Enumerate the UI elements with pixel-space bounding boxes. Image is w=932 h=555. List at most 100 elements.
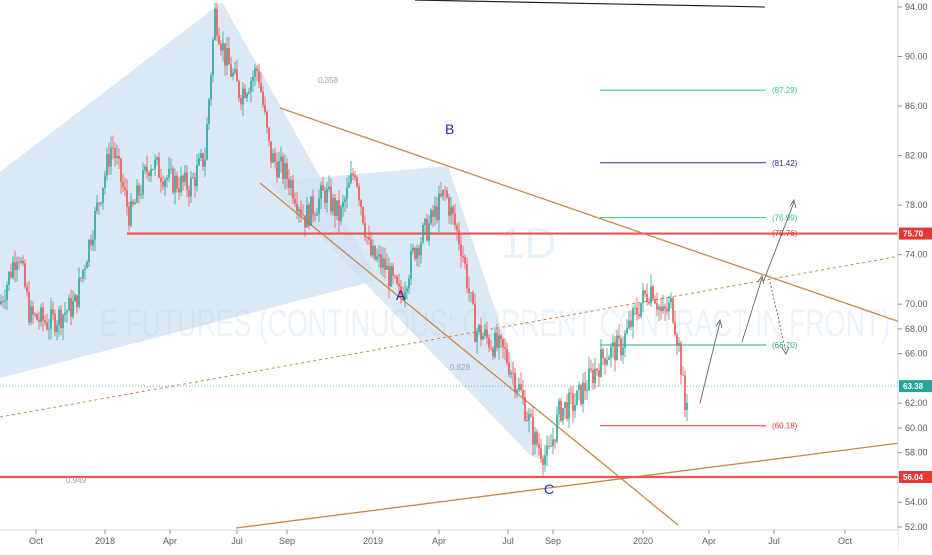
candle-body [502,339,504,348]
x-tick-label: Oct [838,536,853,546]
y-tick-label: 74.00 [905,250,928,260]
candle-body [42,307,44,321]
x-tick-label: Jul [502,536,514,546]
candle-body [442,189,444,197]
candle-body [390,266,392,287]
y-tick-label: 94.00 [905,2,928,12]
candle-body [432,210,434,218]
candle-body [402,295,404,300]
lower-channel-line [259,182,679,526]
candle-body [98,202,100,204]
price-tag-label: 56.04 [903,473,924,482]
candle-body [490,347,492,349]
candle-body [658,306,660,310]
price-axis-background [898,0,932,550]
candle-body [26,286,28,293]
time-axis-background [0,530,898,550]
candle-body [606,359,608,365]
candle-body [636,307,638,315]
price-axis[interactable]: 94.00 90.00 86.00 82.00 78.00 74.00 70.00 68.00… [898,2,928,532]
time-axis[interactable]: Oct 2018 Apr Jul Sep 2019 Apr Jul Sep 2020 Apr Jul O… [29,530,853,546]
trend-channels [0,107,901,529]
y-tick-label: 82.00 [905,151,928,161]
candle-body [82,269,84,279]
y-tick-label: 60.00 [905,423,928,433]
candle-body [34,313,36,315]
candle-body [140,194,142,196]
upper-channel-line [279,107,901,323]
candle-body [172,168,174,193]
harmonic-pattern-shading [0,2,545,462]
candle-body [684,375,686,410]
candle-body [398,283,400,287]
candle-body [120,158,122,182]
candle-body [610,346,612,358]
candle-body [156,157,158,160]
candle-body [578,384,580,391]
candle-body [546,445,548,456]
candle-body [176,175,178,189]
candle-body [238,81,240,99]
candle-body [50,309,52,329]
candle-body [284,163,286,180]
candle-body [396,276,398,284]
candle-body [296,203,298,212]
candle-body [374,245,376,260]
candle-body [404,291,406,300]
candle-body [620,338,622,356]
candle-body [144,166,146,171]
y-tick-label: 70.00 [905,299,928,309]
candle-body [112,147,114,149]
candle-body [478,325,480,332]
candle-body [532,416,534,445]
candle-body [196,165,198,186]
candle-body [386,265,388,270]
candle-body [686,402,688,410]
candle-body [366,236,368,238]
candle-body [564,401,566,408]
candle-body [650,286,652,304]
candle-body [224,43,226,66]
candle-body [644,290,646,294]
candle-body [528,414,530,421]
candle-body [164,179,166,187]
candle-body [580,384,582,405]
candle-body [652,286,654,300]
candle-body [66,310,68,313]
horizontal-levels [0,232,898,479]
candle-body [440,193,442,197]
candle-body [174,175,176,193]
candle-body [468,288,470,293]
candle-body [360,200,362,207]
candle-body [492,348,494,357]
price-tag [899,227,932,240]
candle-body [288,178,290,189]
projection-arrows [699,199,797,404]
candle-body [108,153,110,167]
candle-body [508,362,510,375]
candle-body [178,188,180,193]
fib-level-label: (75.76) [772,229,798,238]
candle-body [624,333,626,348]
candle-body [634,307,636,309]
candle-body [316,213,318,216]
candle-body [16,261,18,270]
candle-body [20,260,22,263]
candle-body [526,420,528,421]
candle-body [510,372,512,375]
candle-body [608,357,610,360]
candle-body [58,309,60,326]
candle-body [676,334,678,346]
candle-body [648,302,650,304]
candle-body [372,245,374,256]
candle-body [300,209,302,215]
candle-body [334,197,336,217]
candle-body [314,215,316,216]
candle-body [332,197,334,212]
candle-body [630,320,632,327]
candle-body [514,373,516,392]
candle-body [114,148,116,158]
candle-body [280,156,282,162]
candle-body [674,321,676,335]
